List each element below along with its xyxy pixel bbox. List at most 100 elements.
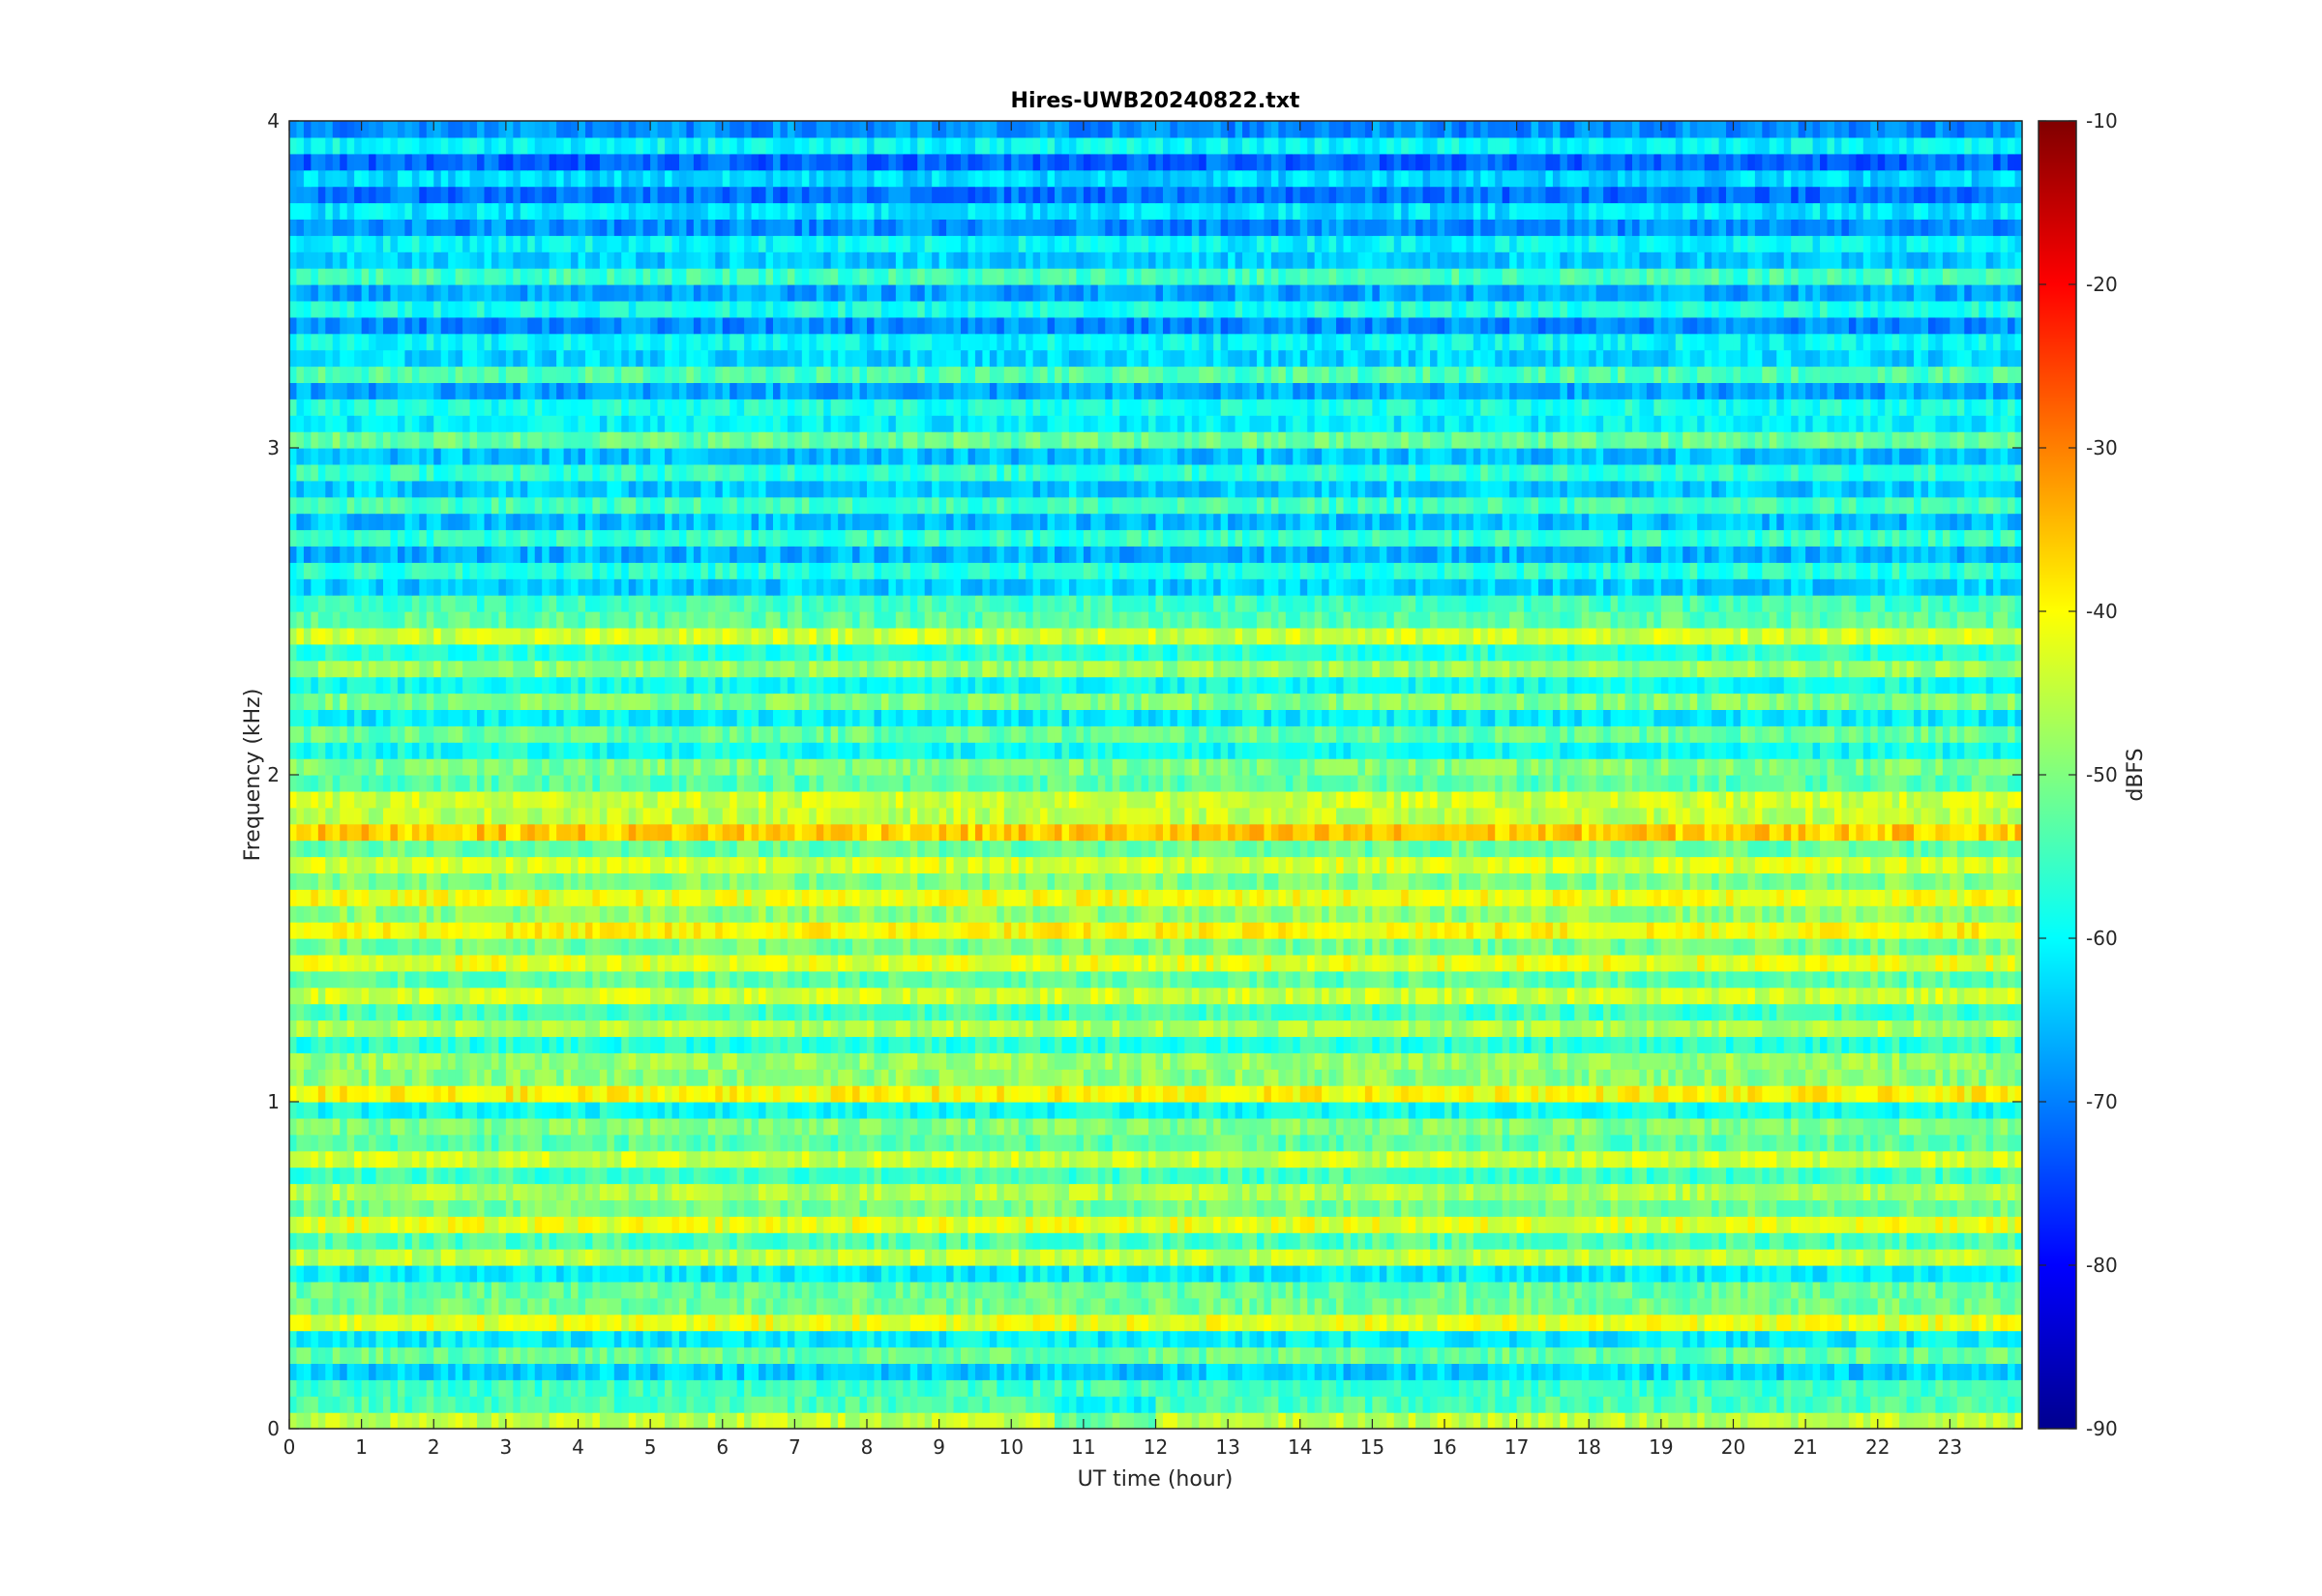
heatmap-cell <box>1228 1396 1235 1413</box>
heatmap-cell <box>1213 1265 1221 1283</box>
heatmap-cell <box>1488 1249 1496 1266</box>
heatmap-cell <box>1639 1347 1647 1365</box>
heatmap-cell <box>1553 1331 1561 1348</box>
heatmap-cell <box>607 1315 614 1332</box>
heatmap-cell <box>867 1151 875 1168</box>
heatmap-cell <box>1892 1167 1900 1185</box>
heatmap-cell <box>1430 1331 1438 1348</box>
heatmap-cell <box>521 1184 528 1201</box>
heatmap-cell <box>412 1265 420 1283</box>
heatmap-cell <box>997 1216 1004 1233</box>
heatmap-cell <box>404 1315 412 1332</box>
heatmap-cell <box>592 1363 600 1380</box>
heatmap-cell <box>1755 1363 1763 1380</box>
heatmap-cell <box>1004 1102 1012 1119</box>
heatmap-cell <box>1322 1249 1329 1266</box>
heatmap-cell <box>1907 1151 1915 1168</box>
heatmap-cell <box>773 1232 781 1250</box>
heatmap-cell <box>354 1102 362 1119</box>
heatmap-cell <box>448 1331 456 1348</box>
heatmap-cell <box>1480 1412 1488 1430</box>
heatmap-cell <box>506 1118 514 1136</box>
heatmap-cell <box>404 1396 412 1413</box>
heatmap-cell <box>1415 1282 1423 1299</box>
heatmap-cell <box>1142 1347 1149 1365</box>
heatmap-cell <box>643 1216 651 1233</box>
heatmap-cell <box>910 1265 918 1283</box>
heatmap-cell <box>1964 1102 1972 1119</box>
heatmap-cell <box>1286 1085 1294 1103</box>
heatmap-cell <box>846 1232 853 1250</box>
heatmap-cell <box>823 1085 831 1103</box>
heatmap-cell <box>304 1085 312 1103</box>
heatmap-cell <box>752 1135 759 1152</box>
heatmap-cell <box>1488 1102 1496 1119</box>
heatmap-cell <box>369 1412 376 1430</box>
heatmap-cell <box>521 1396 528 1413</box>
heatmap-cell <box>1524 1216 1532 1233</box>
heatmap-cell <box>715 1347 723 1365</box>
heatmap-cell <box>1935 1315 1943 1332</box>
heatmap-cell <box>376 1184 384 1201</box>
heatmap-cell <box>672 1363 680 1380</box>
heatmap-cell <box>1192 1151 1200 1168</box>
heatmap-cell <box>643 1135 651 1152</box>
heatmap-cell <box>946 1298 954 1315</box>
heatmap-cell <box>1090 1315 1098 1332</box>
heatmap-cell <box>1451 1331 1459 1348</box>
heatmap-cell <box>462 1232 470 1250</box>
heatmap-cell <box>1914 1347 1921 1365</box>
heatmap-cell <box>1415 1396 1423 1413</box>
heatmap-cell <box>975 1412 983 1430</box>
heatmap-cell <box>2001 1265 2009 1283</box>
heatmap-cell <box>1090 1347 1098 1365</box>
heatmap-cell <box>1747 1118 1755 1136</box>
heatmap-cell <box>1242 1085 1250 1103</box>
heatmap-cell <box>1668 1331 1676 1348</box>
heatmap-cell <box>1517 1363 1525 1380</box>
heatmap-cell <box>1856 1232 1863 1250</box>
heatmap-cell <box>1524 1199 1532 1217</box>
heatmap-cell <box>1113 1379 1120 1397</box>
heatmap-cell <box>1611 1184 1619 1201</box>
heatmap-cell <box>1921 1167 1929 1185</box>
heatmap-cell <box>1697 1298 1705 1315</box>
heatmap-cell <box>1357 1167 1365 1185</box>
heatmap-cell <box>788 1167 795 1185</box>
heatmap-cell <box>1192 1331 1200 1348</box>
heatmap-cell <box>1734 1282 1742 1299</box>
heatmap-cell <box>809 1167 817 1185</box>
heatmap-cell <box>968 1199 975 1217</box>
heatmap-cell <box>1747 1298 1755 1315</box>
heatmap-cell <box>1004 1167 1012 1185</box>
heatmap-cell <box>917 1347 925 1365</box>
heatmap-cell <box>1365 1151 1373 1168</box>
heatmap-cell <box>1805 1151 1813 1168</box>
heatmap-cell <box>579 1396 586 1413</box>
heatmap-cell <box>629 1347 637 1365</box>
heatmap-cell <box>1712 1232 1719 1250</box>
heatmap-cell <box>997 1412 1004 1430</box>
heatmap-cell <box>729 1199 737 1217</box>
heatmap-cell <box>1177 1102 1185 1119</box>
heatmap-cell <box>766 1085 774 1103</box>
heatmap-cell <box>1567 1199 1575 1217</box>
heatmap-cell <box>1805 1396 1813 1413</box>
heatmap-cell <box>975 1184 983 1201</box>
heatmap-cell <box>1661 1135 1669 1152</box>
heatmap-cell <box>954 1135 962 1152</box>
heatmap-cell <box>427 1216 434 1233</box>
heatmap-cell <box>1755 1412 1763 1430</box>
heatmap-cell <box>752 1282 759 1299</box>
heatmap-cell <box>1856 1331 1863 1348</box>
heatmap-cell <box>896 1118 904 1136</box>
heatmap-cell <box>817 1135 824 1152</box>
heatmap-cell <box>1451 1232 1459 1250</box>
heatmap-cell <box>831 1135 839 1152</box>
heatmap-cell <box>1712 1249 1719 1266</box>
heatmap-cell <box>1423 1265 1431 1283</box>
heatmap-cell <box>1719 1282 1727 1299</box>
heatmap-cell <box>925 1396 933 1413</box>
heatmap-cell <box>1726 1347 1734 1365</box>
heatmap-cell <box>766 1298 774 1315</box>
